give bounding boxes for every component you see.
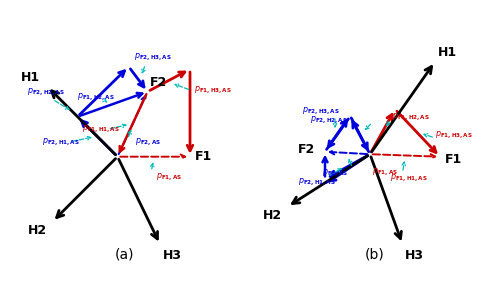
Text: H2: H2: [28, 224, 48, 237]
Text: H2: H2: [264, 209, 282, 222]
Text: $\mathit{p}_{\mathbf{F2,H3,AS}}$: $\mathit{p}_{\mathbf{F2,H3,AS}}$: [134, 51, 172, 63]
Text: $\mathit{p}_{\mathbf{F1,H3,AS}}$: $\mathit{p}_{\mathbf{F1,H3,AS}}$: [435, 129, 473, 141]
Text: $\mathit{p}_{\mathbf{F2,H2,AS}}$: $\mathit{p}_{\mathbf{F2,H2,AS}}$: [28, 86, 66, 98]
Text: $\mathit{p}_{\mathbf{F1,H1,AS}}$: $\mathit{p}_{\mathbf{F1,H1,AS}}$: [390, 172, 428, 184]
Text: F2: F2: [150, 76, 167, 89]
Text: $\mathit{p}_{\mathbf{F2,AS}}$: $\mathit{p}_{\mathbf{F2,AS}}$: [322, 167, 348, 179]
Text: H3: H3: [162, 249, 182, 262]
Text: $\mathit{p}_{\mathbf{F2,H1,AS}}$: $\mathit{p}_{\mathbf{F2,H1,AS}}$: [42, 136, 80, 148]
Text: (a): (a): [115, 248, 135, 262]
Text: H3: H3: [405, 249, 424, 262]
Text: $\mathit{p}_{\mathbf{F1,H2,AS}}$: $\mathit{p}_{\mathbf{F1,H2,AS}}$: [78, 91, 116, 102]
Text: $\mathit{p}_{\mathbf{F2,H3,AS}}$: $\mathit{p}_{\mathbf{F2,H3,AS}}$: [302, 105, 341, 117]
Text: F2: F2: [298, 143, 315, 156]
Text: F1: F1: [445, 153, 462, 166]
Text: $\mathit{p}_{\mathbf{F1,H3,AS}}$: $\mathit{p}_{\mathbf{F1,H3,AS}}$: [194, 85, 232, 96]
Text: H1: H1: [21, 71, 40, 84]
Text: $\mathit{p}_{\mathbf{F2,H1,AS}}$: $\mathit{p}_{\mathbf{F2,H1,AS}}$: [298, 176, 336, 188]
Text: $\mathit{p}_{\mathbf{F2,AS}}$: $\mathit{p}_{\mathbf{F2,AS}}$: [135, 136, 161, 148]
Text: $\mathit{p}_{\mathbf{F1,AS}}$: $\mathit{p}_{\mathbf{F1,AS}}$: [156, 171, 182, 183]
Text: $\mathit{p}_{\mathbf{F1,H2,AS}}$: $\mathit{p}_{\mathbf{F1,H2,AS}}$: [392, 111, 430, 123]
Text: $\mathit{p}_{\mathbf{F1,AS}}$: $\mathit{p}_{\mathbf{F1,AS}}$: [372, 166, 398, 178]
Text: H1: H1: [438, 46, 456, 59]
Text: $\mathit{p}_{\mathbf{F1,H1,AS}}$: $\mathit{p}_{\mathbf{F1,H1,AS}}$: [82, 123, 120, 135]
Text: (b): (b): [365, 248, 385, 262]
Text: $\mathit{p}_{\mathbf{F2,H2,AS}}$: $\mathit{p}_{\mathbf{F2,H2,AS}}$: [310, 114, 348, 126]
Text: F1: F1: [195, 150, 212, 163]
